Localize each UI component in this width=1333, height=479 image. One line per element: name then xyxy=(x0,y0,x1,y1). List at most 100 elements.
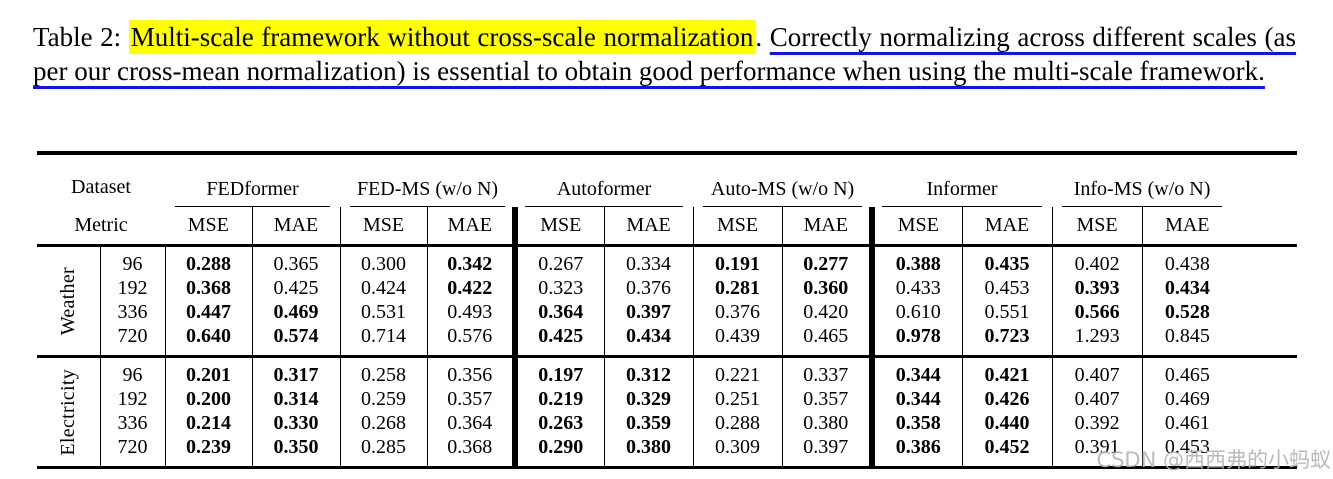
value-cell: 0.528 xyxy=(1141,300,1233,324)
value-cell: 0.440 xyxy=(961,411,1053,435)
dataset-label: Electricity xyxy=(37,357,100,468)
value-cell: 0.493 xyxy=(426,300,516,324)
value-cell: 0.465 xyxy=(781,324,873,357)
horizon-cell: 720 xyxy=(99,435,166,468)
table-row: 720 0.239 0.350 0.285 0.368 0.290 0.380 0.309 0.… xyxy=(37,435,1297,468)
value-cell: 0.640 xyxy=(164,324,253,357)
value-cell: 0.329 xyxy=(603,387,694,411)
table-row: 336 0.447 0.469 0.531 0.493 0.364 0.397 0.376 0.… xyxy=(37,300,1297,324)
pad-cell xyxy=(1232,324,1297,357)
metric-header-row: Metric MSE MAE MSE MAE MSE MAE MSE MAE M… xyxy=(37,207,1297,246)
value-cell: 0.420 xyxy=(781,300,873,324)
group-label: Auto-MS (w/o N) xyxy=(703,178,863,207)
watermark: CSDN @西西弗的小蚂蚁 xyxy=(1096,448,1331,472)
value-cell: 0.281 xyxy=(692,276,783,300)
value-cell: 0.214 xyxy=(164,411,253,435)
value-cell: 0.469 xyxy=(1141,387,1233,411)
value-cell: 0.434 xyxy=(603,324,694,357)
value-cell: 0.288 xyxy=(164,245,253,276)
dataset-label-text: Weather xyxy=(56,266,79,336)
horizon-cell: 192 xyxy=(99,387,166,411)
group-header-auto-ms: Auto-MS (w/o N) xyxy=(693,153,872,207)
value-cell: 0.357 xyxy=(426,387,516,411)
value-cell: 0.453 xyxy=(1141,435,1233,468)
value-cell: 0.435 xyxy=(961,245,1053,276)
value-cell: 0.197 xyxy=(512,356,605,387)
value-cell: 0.393 xyxy=(1051,276,1143,300)
table-row: 192 0.200 0.314 0.259 0.357 0.219 0.329 0.251 0.… xyxy=(37,387,1297,411)
dataset-label-text: Electricity xyxy=(56,368,79,456)
value-cell: 0.452 xyxy=(961,435,1053,468)
value-cell: 1.293 xyxy=(1051,324,1143,357)
value-cell: 0.239 xyxy=(164,435,253,468)
group-label: FED-MS (w/o N) xyxy=(350,178,506,207)
caption-separator: . xyxy=(755,22,770,52)
corner-metric: Metric xyxy=(74,214,128,236)
value-cell: 0.201 xyxy=(164,356,253,387)
group-header-row: Dataset FEDformer FED-MS (w/o N) Autofor… xyxy=(37,153,1297,207)
group-header-fed-ms: FED-MS (w/o N) xyxy=(340,153,515,207)
value-cell: 0.350 xyxy=(251,435,341,468)
metric-header: MAE xyxy=(1141,207,1233,246)
value-cell: 0.576 xyxy=(426,324,516,357)
value-cell: 0.391 xyxy=(1051,435,1143,468)
corner-dataset: Dataset xyxy=(71,176,131,198)
value-cell: 0.358 xyxy=(869,411,963,435)
caption-highlight: Multi-scale framework without cross-scal… xyxy=(128,20,756,54)
value-cell: 0.388 xyxy=(869,245,963,276)
pad-cell xyxy=(1232,387,1297,411)
horizon-cell: 192 xyxy=(99,276,166,300)
value-cell: 0.368 xyxy=(426,435,516,468)
value-cell: 0.469 xyxy=(251,300,341,324)
value-cell: 0.566 xyxy=(1051,300,1143,324)
value-cell: 0.376 xyxy=(692,300,783,324)
horizon-cell: 336 xyxy=(99,300,166,324)
value-cell: 0.368 xyxy=(164,276,253,300)
value-cell: 0.314 xyxy=(251,387,341,411)
value-cell: 0.407 xyxy=(1051,387,1143,411)
group-label: Informer xyxy=(882,178,1043,207)
value-cell: 0.221 xyxy=(692,356,783,387)
table-header: Dataset FEDformer FED-MS (w/o N) Autofor… xyxy=(37,153,1298,246)
value-cell: 0.219 xyxy=(512,387,605,411)
value-cell: 0.191 xyxy=(692,245,783,276)
pad-cell xyxy=(1232,246,1297,277)
table-row: 720 0.640 0.574 0.714 0.576 0.425 0.434 0.439 0.… xyxy=(37,324,1297,357)
value-cell: 0.610 xyxy=(869,300,963,324)
value-cell: 0.259 xyxy=(339,387,428,411)
value-cell: 0.356 xyxy=(426,356,516,387)
metric-header: MSE xyxy=(339,207,428,246)
metric-header: MSE xyxy=(1051,207,1143,246)
value-cell: 0.288 xyxy=(692,411,783,435)
value-cell: 0.422 xyxy=(426,276,516,300)
value-cell: 0.309 xyxy=(692,435,783,468)
pad-cell xyxy=(1232,411,1297,435)
group-label: Info-MS (w/o N) xyxy=(1062,178,1223,207)
value-cell: 0.453 xyxy=(961,276,1053,300)
metric-header: MSE xyxy=(692,207,783,246)
pad-cell xyxy=(1232,300,1297,324)
value-cell: 0.344 xyxy=(869,356,963,387)
value-cell: 0.258 xyxy=(339,356,428,387)
table-row: Weather 96 0.288 0.365 0.300 0.342 0.267 0.334 0… xyxy=(37,245,1297,335)
metric-header: MAE xyxy=(251,207,341,246)
value-cell: 0.364 xyxy=(512,300,605,324)
group-header-info-ms: Info-MS (w/o N) xyxy=(1052,153,1232,207)
value-cell: 0.342 xyxy=(426,245,516,276)
value-cell: 0.376 xyxy=(603,276,694,300)
value-cell: 0.407 xyxy=(1051,356,1143,387)
value-cell: 0.290 xyxy=(512,435,605,468)
value-cell: 0.723 xyxy=(961,324,1053,357)
value-cell: 0.531 xyxy=(339,300,428,324)
value-cell: 0.268 xyxy=(339,411,428,435)
caption-underlined: Correctly normalizing across different s… xyxy=(33,22,1297,86)
value-cell: 0.365 xyxy=(251,245,341,276)
value-cell: 0.285 xyxy=(339,435,428,468)
horizon-cell: 336 xyxy=(99,411,166,435)
value-cell: 0.397 xyxy=(603,300,694,324)
metric-header: MAE xyxy=(426,207,516,246)
value-cell: 0.426 xyxy=(961,387,1053,411)
value-cell: 0.424 xyxy=(339,276,428,300)
value-cell: 0.267 xyxy=(512,245,605,276)
